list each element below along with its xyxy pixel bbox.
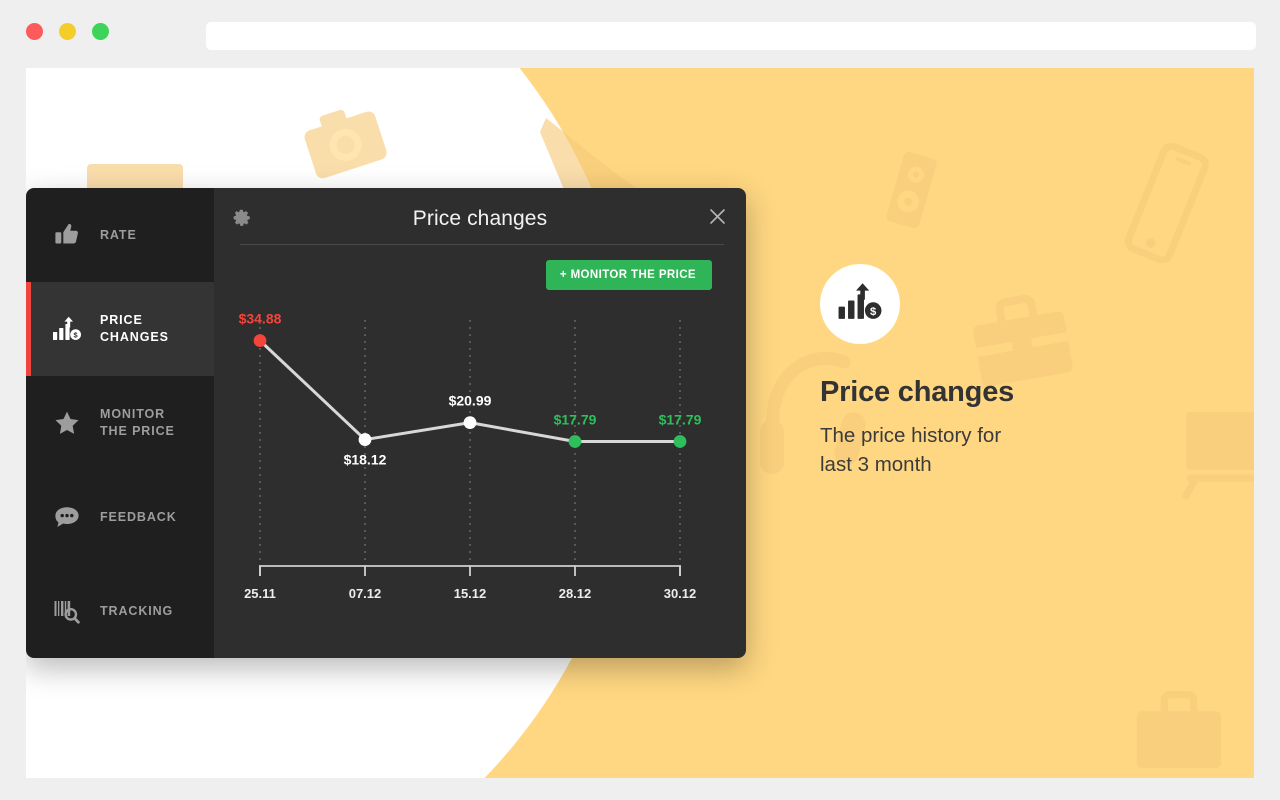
smartphone-icon [1124,142,1209,264]
chart-point-label: $17.79 [659,412,702,428]
page-viewport: Rate $ Price changes [26,68,1254,778]
price-history-chart: $34.88 $18.12 $20.99 $17.79 $17.79 25.11 07.1… [214,298,746,628]
svg-text:$: $ [74,330,78,339]
window-zoom-button[interactable] [92,23,109,40]
sidebar-item-monitor-the-price[interactable]: Monitor the price [26,376,214,470]
chart-point-label: $20.99 [449,393,492,409]
chart-point-label: $17.79 [554,412,597,428]
sidebar-item-tracking[interactable]: Tracking [26,564,214,658]
speaker-icon [886,151,937,229]
chart-svg: $34.88 $18.12 $20.99 $17.79 $17.79 25.11 07.1… [239,311,702,601]
gear-icon [232,207,251,231]
tv-icon [1182,412,1254,500]
svg-text:$: $ [870,305,877,317]
barcode-scan-icon [52,598,82,624]
chart-x-tick-label: 15.12 [454,586,487,601]
sidebar-nav: Rate $ Price changes [26,188,214,658]
close-icon [708,207,727,231]
chart-point-label: $18.12 [344,452,387,468]
sidebar-item-label: Feedback [100,509,177,524]
sidebar-item-label: Price changes [100,313,169,344]
chart-x-axis [259,565,681,576]
star-icon [52,409,82,437]
thumbs-up-icon [52,221,82,249]
sidebar-item-label: Rate [100,227,137,242]
extension-popup-panel: Rate $ Price changes [26,188,746,658]
price-chart-icon: $ [52,315,82,343]
hero-badge: $ [820,264,900,344]
sidebar-item-label: Monitor the price [100,407,175,438]
page-title: Price changes [412,207,548,230]
chat-bubble-icon [52,504,82,530]
chart-x-tick-label: 07.12 [349,586,382,601]
hero-subtitle: The price history for last 3 month [820,424,1002,477]
browser-chrome [0,0,1280,68]
chart-point-labels: $34.88 $18.12 $20.99 $17.79 $17.79 [239,311,702,468]
chart-points [253,334,687,448]
window-close-button[interactable] [26,23,43,40]
window-traffic-lights [26,23,109,40]
panel-header: Price changes [214,188,746,250]
settings-button[interactable] [228,206,254,232]
close-button[interactable] [704,206,730,232]
chart-x-tick-label: 28.12 [559,586,592,601]
sidebar-item-label: Tracking [100,603,174,618]
hero-title: Price changes [820,376,1015,408]
chart-point-label: $34.88 [239,311,282,327]
chart-x-tick-label: 25.11 [244,586,276,601]
hero-section: $ Price changes The price history for la… [820,264,1150,479]
header-divider [240,244,724,245]
sidebar-item-feedback[interactable]: Feedback [26,470,214,564]
chart-x-tick-label: 30.12 [664,586,697,601]
price-chart-icon: $ [837,280,883,329]
chart-x-tick-labels: 25.11 07.12 15.12 28.12 30.12 [244,586,696,601]
monitor-the-price-button[interactable]: + Monitor the price [545,260,712,290]
window-minimize-button[interactable] [59,23,76,40]
sidebar-item-rate[interactable]: Rate [26,188,214,282]
briefcase-icon [1136,691,1222,768]
sidebar-item-price-changes[interactable]: $ Price changes [26,282,214,376]
address-bar[interactable] [206,22,1256,50]
panel-content: Price changes + Monitor the price $34.88… [214,188,746,658]
